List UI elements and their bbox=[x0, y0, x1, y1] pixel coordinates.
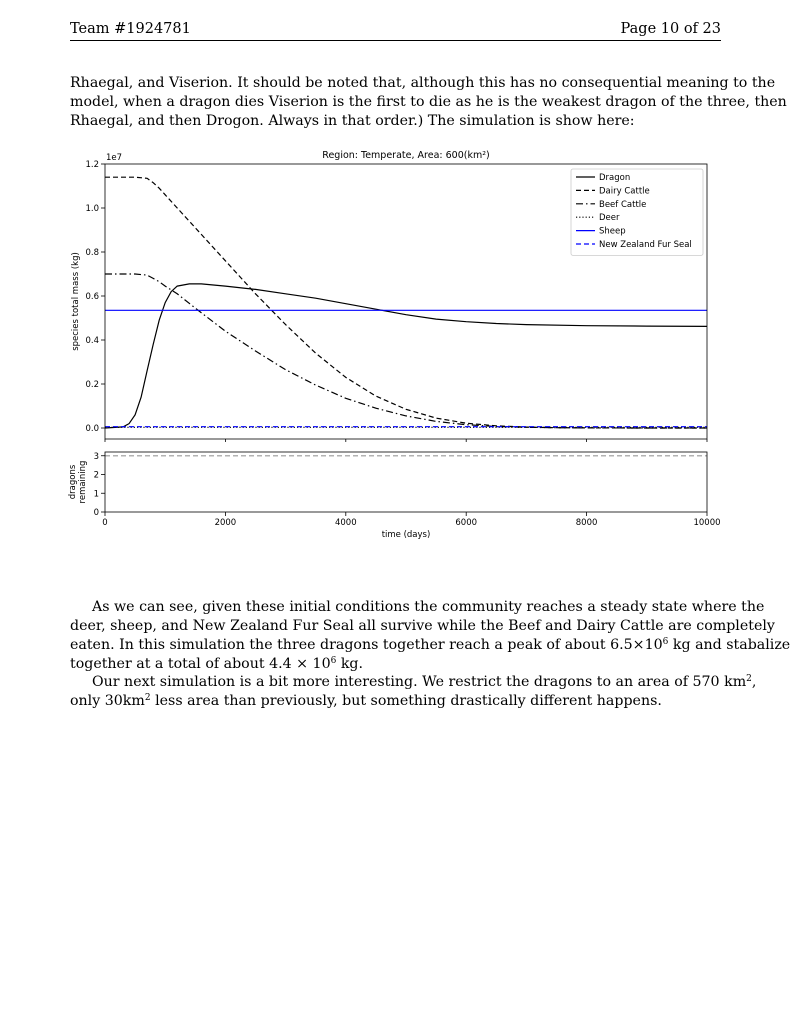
page-number: Page 10 of 23 bbox=[620, 21, 721, 37]
y-tick-label: 0.0 bbox=[85, 424, 99, 434]
legend-entry: Beef Cattle bbox=[599, 200, 646, 210]
y-axis-label: remaining bbox=[78, 461, 88, 504]
simulation-figure: 0.0 0.2 0.4 0.6 0.8 1.0 1.2 1e7 Region: Temperat… bbox=[68, 150, 721, 540]
legend-entry: Deer bbox=[599, 213, 620, 223]
text-line: together at a total of about 4.4 × 106 k… bbox=[70, 656, 364, 672]
text-line: model, when a dragon dies Viserion is th… bbox=[70, 94, 787, 110]
text-line: eaten. In this simulation the three drag… bbox=[70, 637, 791, 653]
text-line: As we can see, given these initial condi… bbox=[92, 599, 765, 615]
y-tick-label: 0.6 bbox=[85, 292, 99, 302]
paragraph-intro: Rhaegal, and Viserion. It should be note… bbox=[70, 74, 787, 131]
chart-title: Region: Temperate, Area: 600(km²) bbox=[322, 150, 489, 161]
x-tick-label: 10000 bbox=[693, 518, 720, 528]
dragons-remaining-plot: 0 1 2 3 0 2000 4000 6000 8000 10000 time (days) dra… bbox=[68, 451, 721, 540]
y-axis-label: species total mass (kg) bbox=[71, 252, 81, 351]
x-tick-label: 4000 bbox=[335, 518, 357, 528]
legend-entry: Dairy Cattle bbox=[599, 186, 650, 196]
legend-entry: Dragon bbox=[599, 173, 630, 183]
legend-entry: New Zealand Fur Seal bbox=[599, 240, 692, 250]
x-axis-label: time (days) bbox=[382, 530, 431, 540]
series-group bbox=[105, 176, 707, 429]
x-tick-label: 8000 bbox=[576, 518, 598, 528]
legend-box bbox=[570, 168, 704, 256]
team-number: Team #1924781 bbox=[70, 21, 191, 37]
mass-plot: 0.0 0.2 0.4 0.6 0.8 1.0 1.2 1e7 Region: Temperat… bbox=[71, 150, 708, 442]
text-line: only 30km2 less area than previously, bu… bbox=[70, 693, 662, 709]
text-line: deer, sheep, and New Zealand Fur Seal al… bbox=[70, 618, 775, 634]
series-line-beef-cattle bbox=[105, 273, 707, 429]
x-tick-label: 2000 bbox=[215, 518, 237, 528]
plot-frame bbox=[104, 451, 708, 513]
legend-entry: Sheep bbox=[599, 227, 626, 237]
page-header: Team #1924781 Page 10 of 23 bbox=[70, 20, 721, 41]
y-axis-label: dragons bbox=[68, 464, 78, 499]
text-line: Rhaegal, and then Drogon. Always in that… bbox=[70, 113, 635, 129]
text-line: Our next simulation is a bit more intere… bbox=[92, 674, 757, 690]
y-tick-label: 3 bbox=[94, 452, 99, 462]
y-tick-label: 0 bbox=[94, 508, 99, 518]
y-tick-label: 1.2 bbox=[85, 160, 99, 170]
text-line: Rhaegal, and Viserion. It should be note… bbox=[70, 75, 776, 91]
y-tick-label: 0.4 bbox=[85, 336, 99, 346]
y-tick-label: 2 bbox=[94, 471, 99, 481]
y-multiplier-label: 1e7 bbox=[106, 153, 122, 163]
y-tick-label: 1 bbox=[94, 489, 99, 499]
paragraph-results: As we can see, given these initial condi… bbox=[70, 598, 791, 674]
plot-frame bbox=[104, 163, 708, 440]
y-tick-label: 0.2 bbox=[85, 380, 99, 390]
x-tick-label: 6000 bbox=[455, 518, 477, 528]
paragraph-next-simulation: Our next simulation is a bit more intere… bbox=[70, 673, 757, 711]
x-tick-label: 0 bbox=[102, 518, 107, 528]
y-tick-label: 1.0 bbox=[85, 204, 99, 214]
y-tick-label: 0.8 bbox=[85, 248, 99, 258]
series-line-dragon bbox=[105, 283, 707, 429]
